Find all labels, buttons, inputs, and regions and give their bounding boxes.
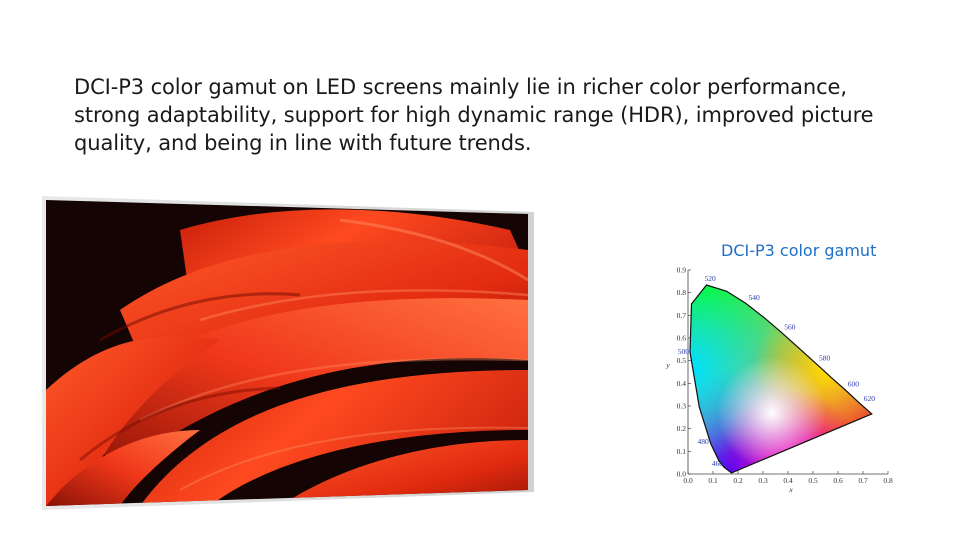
gamut-color-fill	[690, 285, 872, 473]
wavelength-label: 580	[819, 354, 831, 363]
y-tick-label: 0.6	[677, 334, 687, 343]
wavelength-label: 520	[705, 274, 717, 283]
x-tick-label: 0.0	[683, 476, 693, 485]
wavelength-label: 560	[784, 322, 796, 331]
x-axis-label: x	[788, 485, 793, 494]
y-tick-label: 0.5	[677, 356, 687, 365]
y-tick-label: 0.3	[677, 402, 687, 411]
gamut-title: DCI-P3 color gamut	[721, 241, 877, 260]
wavelength-label: 620	[864, 394, 876, 403]
x-tick-label: 0.4	[783, 476, 793, 485]
y-tick-label: 0.9	[677, 266, 687, 275]
x-tick-label: 0.3	[758, 476, 768, 485]
y-tick-label: 0.1	[677, 447, 687, 456]
wavelength-label: 540	[749, 293, 761, 302]
y-tick-label: 0.8	[677, 288, 687, 297]
wavelength-label: 500	[678, 347, 690, 356]
x-tick-label: 0.7	[858, 476, 868, 485]
led-screen-image	[42, 196, 534, 510]
spectral-locus	[689, 284, 873, 474]
y-tick-label: 0.2	[677, 424, 687, 433]
x-tick-label: 0.8	[883, 476, 893, 485]
y-tick-label: 0.4	[677, 379, 687, 388]
x-tick-label: 0.1	[708, 476, 718, 485]
x-tick-label: 0.5	[808, 476, 818, 485]
wavelength-label: 460	[712, 459, 724, 468]
wavelength-label: 600	[848, 379, 860, 388]
y-axis-label: y	[665, 360, 670, 369]
y-tick-label: 0.7	[677, 311, 687, 320]
cie-chromaticity-chart: 0.0 0.1 0.2 0.3 0.4 0.5 0.6 0.7 0.8 0.0 0.1 0.2 0.3 0…	[665, 266, 893, 495]
wavelength-label: 480	[698, 437, 710, 446]
body-paragraph: DCI-P3 color gamut on LED screens mainly…	[74, 75, 874, 155]
y-tick-label: 0.0	[677, 470, 687, 479]
x-tick-label: 0.6	[833, 476, 843, 485]
x-tick-label: 0.2	[733, 476, 743, 485]
